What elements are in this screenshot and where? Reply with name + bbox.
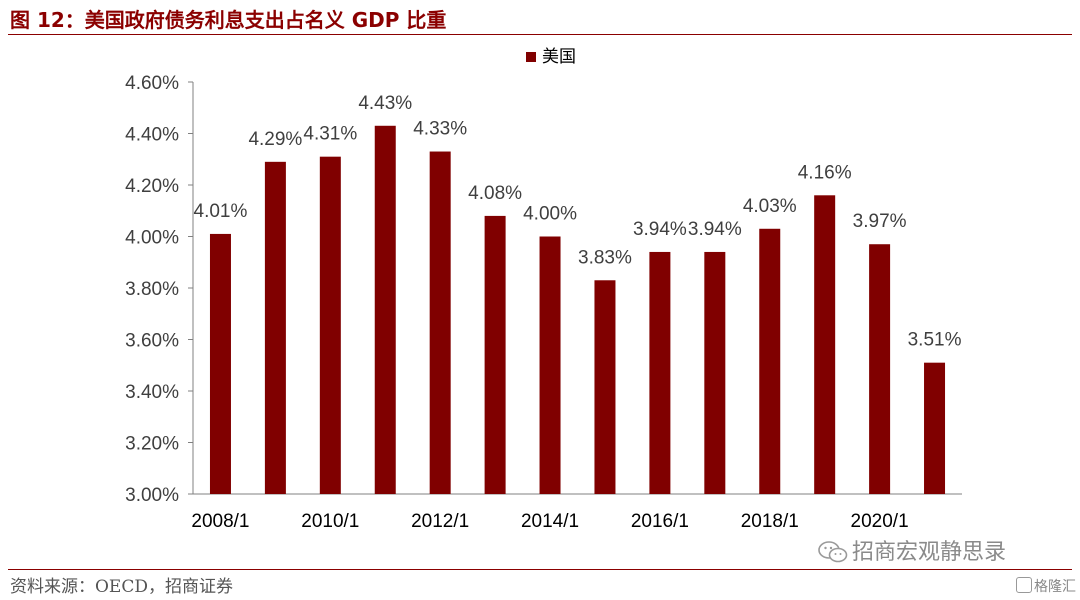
bar xyxy=(374,125,396,495)
source-note: 资料来源：OECD，招商证券 xyxy=(10,577,233,597)
bar xyxy=(869,244,891,494)
data-label: 4.01% xyxy=(194,201,248,222)
y-tick-label: 4.60% xyxy=(125,73,179,94)
figure-header: 图 12：美国政府债务利息支出占名义 GDP 比重 xyxy=(0,0,1080,36)
legend-swatch xyxy=(526,52,536,62)
bar xyxy=(759,228,781,494)
data-label: 4.08% xyxy=(468,183,522,204)
data-label: 4.33% xyxy=(413,119,467,140)
bar xyxy=(319,156,341,495)
brand-logo: 格隆汇 xyxy=(1016,576,1076,596)
title-divider xyxy=(8,34,1072,35)
bar xyxy=(704,251,726,494)
x-tick-label: 2010/1 xyxy=(301,511,359,532)
x-tick-label: 2016/1 xyxy=(631,511,689,532)
bar xyxy=(484,215,506,494)
y-tick-label: 3.40% xyxy=(125,382,179,403)
footer-divider xyxy=(8,569,1072,570)
y-tick-label: 4.00% xyxy=(125,228,179,249)
bar xyxy=(539,236,561,494)
brand-text: 格隆汇 xyxy=(1034,579,1076,595)
bar xyxy=(429,151,451,494)
brand-icon xyxy=(1016,577,1032,593)
bar xyxy=(264,161,286,494)
watermark-text: 招商宏观静思录 xyxy=(852,540,1007,565)
data-label: 4.16% xyxy=(798,162,852,183)
wechat-icon xyxy=(818,541,848,563)
data-label: 4.31% xyxy=(303,124,357,145)
y-tick-label: 3.60% xyxy=(125,331,179,352)
x-tick-label: 2020/1 xyxy=(851,511,909,532)
chart-legend: 美国 xyxy=(526,47,576,67)
data-label: 3.83% xyxy=(578,247,632,268)
x-tick-label: 2018/1 xyxy=(741,511,799,532)
bar xyxy=(924,362,946,494)
data-label: 4.00% xyxy=(523,204,577,225)
data-label: 3.51% xyxy=(908,330,962,351)
y-tick-label: 4.20% xyxy=(125,176,179,197)
legend-label: 美国 xyxy=(542,47,576,67)
bar xyxy=(814,195,836,495)
x-tick-label: 2012/1 xyxy=(411,511,469,532)
x-tick-label: 2008/1 xyxy=(191,511,249,532)
data-label: 3.94% xyxy=(688,219,742,240)
chart-data-labels: 4.01% 4.29% 4.31%4.43%4.33% 4.08%4.00% 3.83%… xyxy=(194,93,962,351)
data-label: 4.03% xyxy=(743,196,797,217)
data-label: 4.43% xyxy=(358,93,412,114)
data-label: 3.94% xyxy=(633,219,687,240)
data-label: 3.97% xyxy=(853,211,907,232)
x-tick-label: 2014/1 xyxy=(521,511,579,532)
data-label: 4.29% xyxy=(248,129,302,150)
y-tick-label: 3.00% xyxy=(125,485,179,506)
y-tick-label: 3.80% xyxy=(125,279,179,300)
bar xyxy=(649,251,671,494)
chart-bars xyxy=(209,125,946,495)
bar xyxy=(594,280,616,494)
y-tick-label: 3.20% xyxy=(125,434,179,455)
bar xyxy=(209,233,231,495)
figure-title: 图 12：美国政府债务利息支出占名义 GDP 比重 xyxy=(10,8,447,32)
y-tick-label: 4.40% xyxy=(125,125,179,146)
